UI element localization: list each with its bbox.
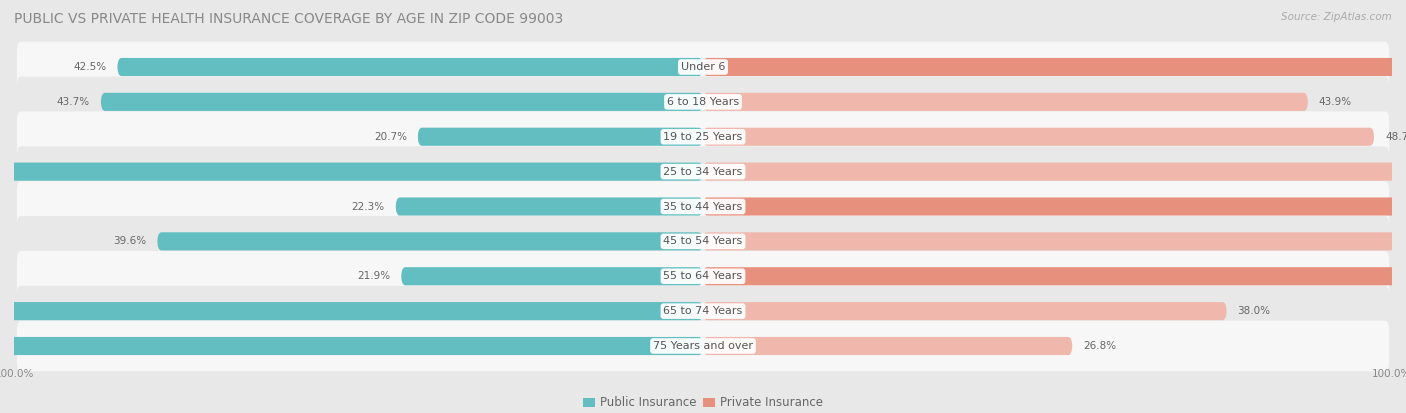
- Text: 43.9%: 43.9%: [1319, 97, 1353, 107]
- FancyBboxPatch shape: [703, 197, 1406, 216]
- FancyBboxPatch shape: [17, 251, 1389, 301]
- FancyBboxPatch shape: [17, 146, 1389, 197]
- Text: 43.7%: 43.7%: [56, 97, 90, 107]
- Text: 55 to 64 Years: 55 to 64 Years: [664, 271, 742, 281]
- FancyBboxPatch shape: [0, 163, 703, 181]
- FancyBboxPatch shape: [703, 232, 1406, 250]
- FancyBboxPatch shape: [703, 337, 1073, 355]
- Text: PUBLIC VS PRIVATE HEALTH INSURANCE COVERAGE BY AGE IN ZIP CODE 99003: PUBLIC VS PRIVATE HEALTH INSURANCE COVER…: [14, 12, 564, 26]
- Text: 39.6%: 39.6%: [114, 236, 146, 247]
- Text: 45 to 54 Years: 45 to 54 Years: [664, 236, 742, 247]
- FancyBboxPatch shape: [0, 302, 703, 320]
- FancyBboxPatch shape: [703, 128, 1374, 146]
- Text: 35 to 44 Years: 35 to 44 Years: [664, 202, 742, 211]
- FancyBboxPatch shape: [17, 76, 1389, 127]
- Text: 25 to 34 Years: 25 to 34 Years: [664, 166, 742, 177]
- FancyBboxPatch shape: [703, 58, 1406, 76]
- FancyBboxPatch shape: [703, 267, 1406, 285]
- Text: 38.0%: 38.0%: [1237, 306, 1271, 316]
- FancyBboxPatch shape: [703, 93, 1308, 111]
- FancyBboxPatch shape: [101, 93, 703, 111]
- Text: 42.5%: 42.5%: [73, 62, 107, 72]
- Text: 65 to 74 Years: 65 to 74 Years: [664, 306, 742, 316]
- Text: 19 to 25 Years: 19 to 25 Years: [664, 132, 742, 142]
- FancyBboxPatch shape: [118, 58, 703, 76]
- FancyBboxPatch shape: [418, 128, 703, 146]
- Text: Under 6: Under 6: [681, 62, 725, 72]
- FancyBboxPatch shape: [395, 197, 703, 216]
- FancyBboxPatch shape: [17, 112, 1389, 162]
- Text: 22.3%: 22.3%: [352, 202, 385, 211]
- Text: 26.8%: 26.8%: [1083, 341, 1116, 351]
- Text: Source: ZipAtlas.com: Source: ZipAtlas.com: [1281, 12, 1392, 22]
- Text: 6 to 18 Years: 6 to 18 Years: [666, 97, 740, 107]
- FancyBboxPatch shape: [17, 321, 1389, 371]
- FancyBboxPatch shape: [401, 267, 703, 285]
- FancyBboxPatch shape: [17, 286, 1389, 337]
- FancyBboxPatch shape: [0, 337, 703, 355]
- Text: 48.7%: 48.7%: [1385, 132, 1406, 142]
- Text: 75 Years and over: 75 Years and over: [652, 341, 754, 351]
- FancyBboxPatch shape: [703, 163, 1406, 181]
- FancyBboxPatch shape: [17, 181, 1389, 232]
- FancyBboxPatch shape: [17, 42, 1389, 92]
- Text: 21.9%: 21.9%: [357, 271, 391, 281]
- FancyBboxPatch shape: [157, 232, 703, 250]
- Legend: Public Insurance, Private Insurance: Public Insurance, Private Insurance: [578, 392, 828, 413]
- FancyBboxPatch shape: [703, 302, 1226, 320]
- Text: 20.7%: 20.7%: [374, 132, 406, 142]
- FancyBboxPatch shape: [17, 216, 1389, 267]
